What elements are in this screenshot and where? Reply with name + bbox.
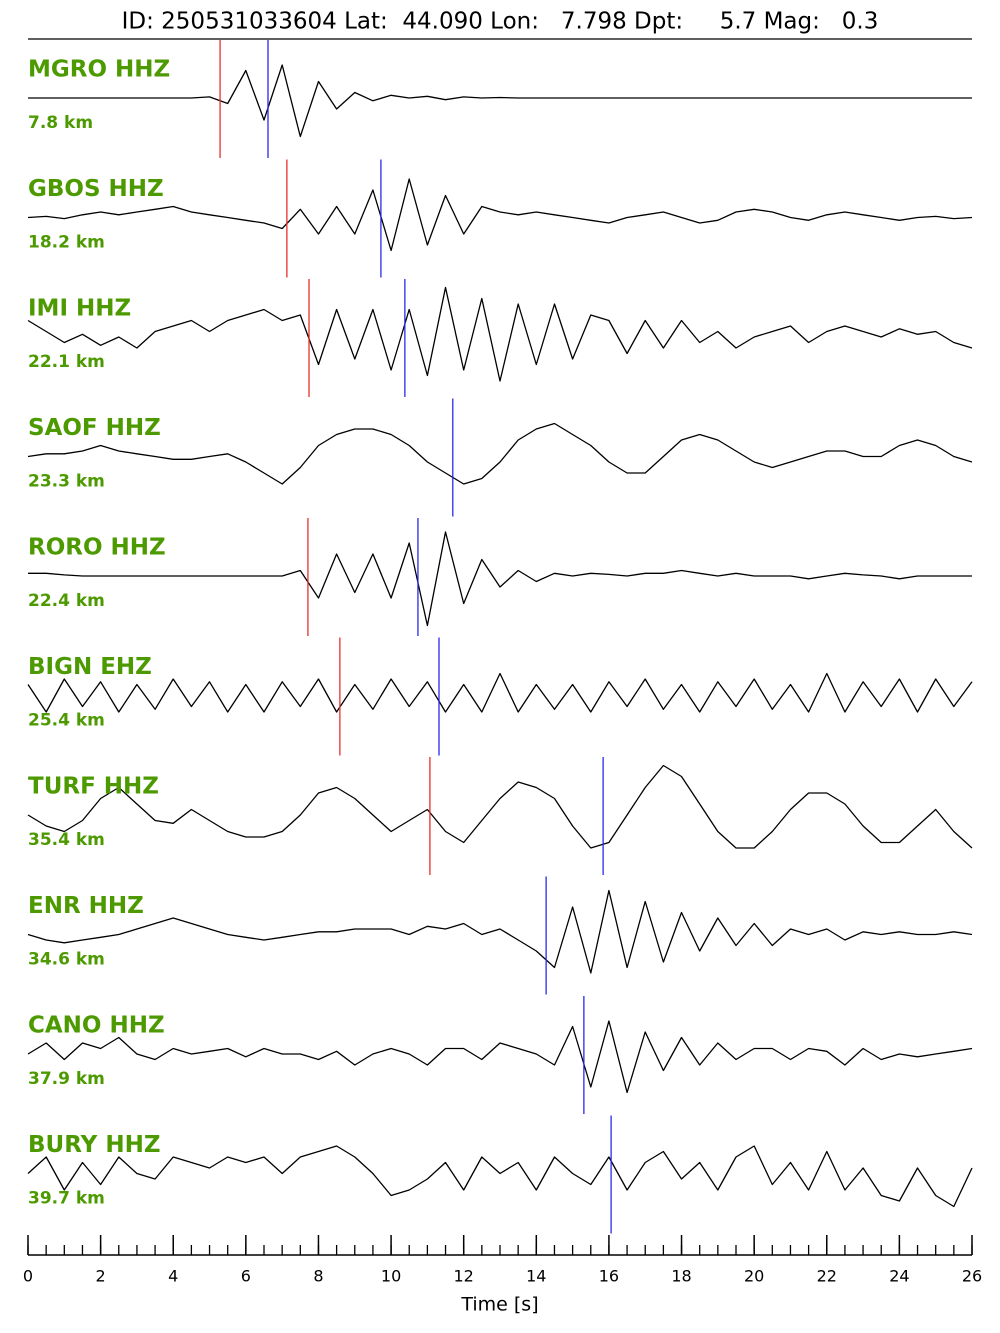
station-distance: 37.9 km	[28, 1069, 105, 1089]
x-tick-label: 4	[168, 1267, 178, 1286]
x-tick-label: 8	[313, 1267, 323, 1286]
x-axis-label: Time [s]	[460, 1294, 538, 1316]
station-label: BIGN EHZ	[28, 654, 152, 680]
trace	[27, 1145, 973, 1208]
station-label: ENR HHZ	[28, 893, 144, 919]
x-tick-label: 2	[96, 1267, 106, 1286]
trace	[27, 672, 973, 713]
station-label: SAOF HHZ	[28, 415, 161, 441]
station-label: BURY HHZ	[28, 1132, 161, 1158]
trace	[28, 64, 972, 138]
x-tick-label: 22	[817, 1267, 837, 1286]
station-distance: 39.7 km	[28, 1189, 105, 1209]
x-tick-label: 16	[599, 1267, 619, 1286]
trace	[27, 889, 973, 974]
chart-title: ID: 250531033604 Lat: 44.090 Lon: 7.798 …	[122, 9, 879, 35]
station-distance: 22.1 km	[28, 352, 105, 372]
x-tick-label: 24	[889, 1267, 909, 1286]
trace	[27, 178, 973, 252]
trace	[27, 422, 973, 485]
trace	[27, 764, 973, 849]
station-distance: 25.4 km	[28, 711, 105, 731]
station-distance: 7.8 km	[28, 113, 93, 133]
x-tick-label: 20	[744, 1267, 764, 1286]
trace	[28, 531, 972, 627]
station-label: RORO HHZ	[28, 535, 166, 561]
x-tick-label: 12	[454, 1267, 474, 1286]
station-label: IMI HHZ	[28, 296, 131, 322]
station-distance: 18.2 km	[28, 233, 105, 253]
trace	[27, 286, 973, 382]
station-distance: 35.4 km	[28, 830, 105, 850]
x-tick-label: 26	[962, 1267, 982, 1286]
station-label: GBOS HHZ	[28, 176, 164, 202]
station-distance: 22.4 km	[28, 591, 105, 611]
station-distance: 34.6 km	[28, 950, 105, 970]
station-label: CANO HHZ	[28, 1013, 165, 1039]
x-tick-label: 0	[23, 1267, 33, 1286]
x-tick-label: 14	[526, 1267, 546, 1286]
station-label: MGRO HHZ	[28, 57, 170, 83]
trace	[27, 1020, 973, 1094]
station-distance: 23.3 km	[28, 472, 105, 492]
x-tick-label: 10	[381, 1267, 401, 1286]
station-label: TURF HHZ	[28, 774, 159, 800]
x-tick-label: 6	[241, 1267, 251, 1286]
x-tick-label: 18	[671, 1267, 691, 1286]
